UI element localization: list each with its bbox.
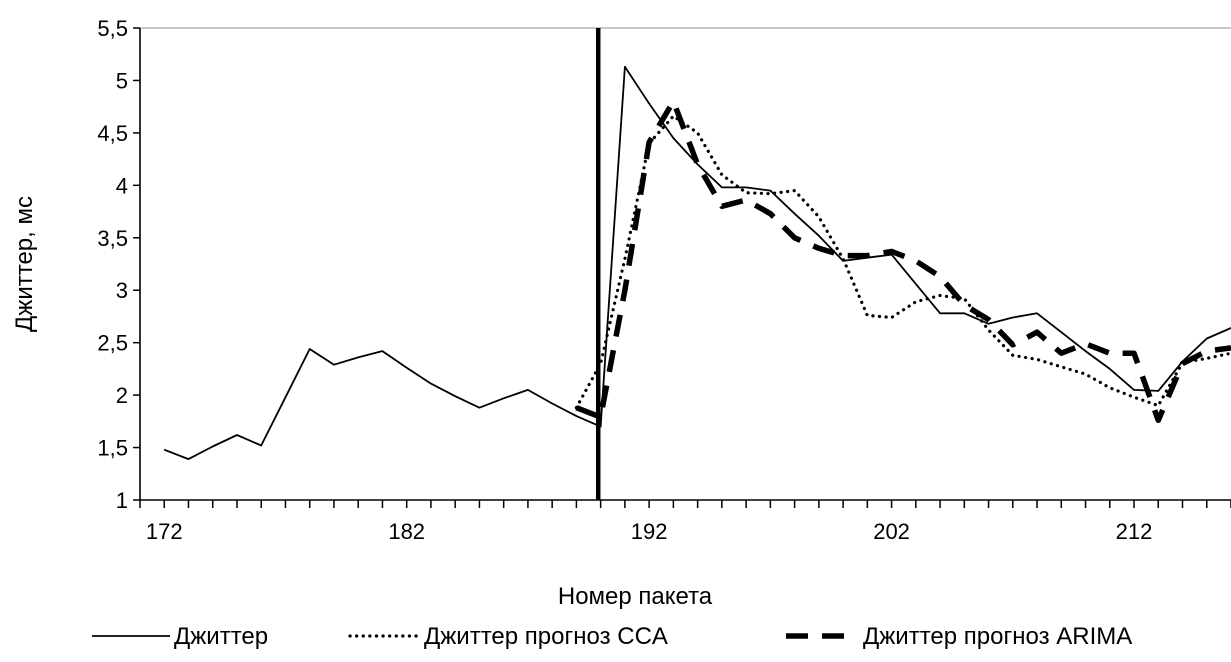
y-axis-ticks: 1 1,5 2 2,5 3 3,5 4 4,5 5 5,5 [97,16,140,513]
series-line-2 [574,114,1231,410]
y-tick-label: 1 [116,488,128,513]
legend-label-2: Джиттер прогноз CCA [424,623,668,650]
x-axis-ticks: 172 182 192 202 212 [139,500,1231,544]
x-tick-label: 172 [146,519,183,544]
y-tick-label: 2,5 [97,331,128,356]
plot-frame [140,28,1231,500]
y-tick-label: 1,5 [97,436,128,461]
y-tick-label: 5,5 [97,16,128,41]
y-tick-label: 2 [116,383,128,408]
y-axis-label: Джиттер, мс [11,196,38,332]
x-tick-label: 202 [873,519,910,544]
y-tick-label: 5 [116,68,128,93]
legend: Джиттер Джиттер прогноз CCA Джиттер прогно… [92,623,1132,650]
x-axis-label: Номер пакета [558,583,713,610]
y-tick-label: 4,5 [97,121,128,146]
plot-area [139,27,1231,501]
x-tick-label: 212 [1116,519,1153,544]
series-layer [163,65,1231,461]
series-line-3 [575,98,1231,424]
x-tick-label: 192 [631,519,668,544]
legend-label-1: Джиттер [174,623,268,650]
y-tick-label: 4 [116,173,128,198]
series-line-1 [163,65,1231,461]
y-tick-label: 3 [116,278,128,303]
legend-label-3: Джиттер прогноз ARIMA [863,623,1132,650]
y-tick-label: 3,5 [97,226,128,251]
x-tick-label: 182 [388,519,425,544]
